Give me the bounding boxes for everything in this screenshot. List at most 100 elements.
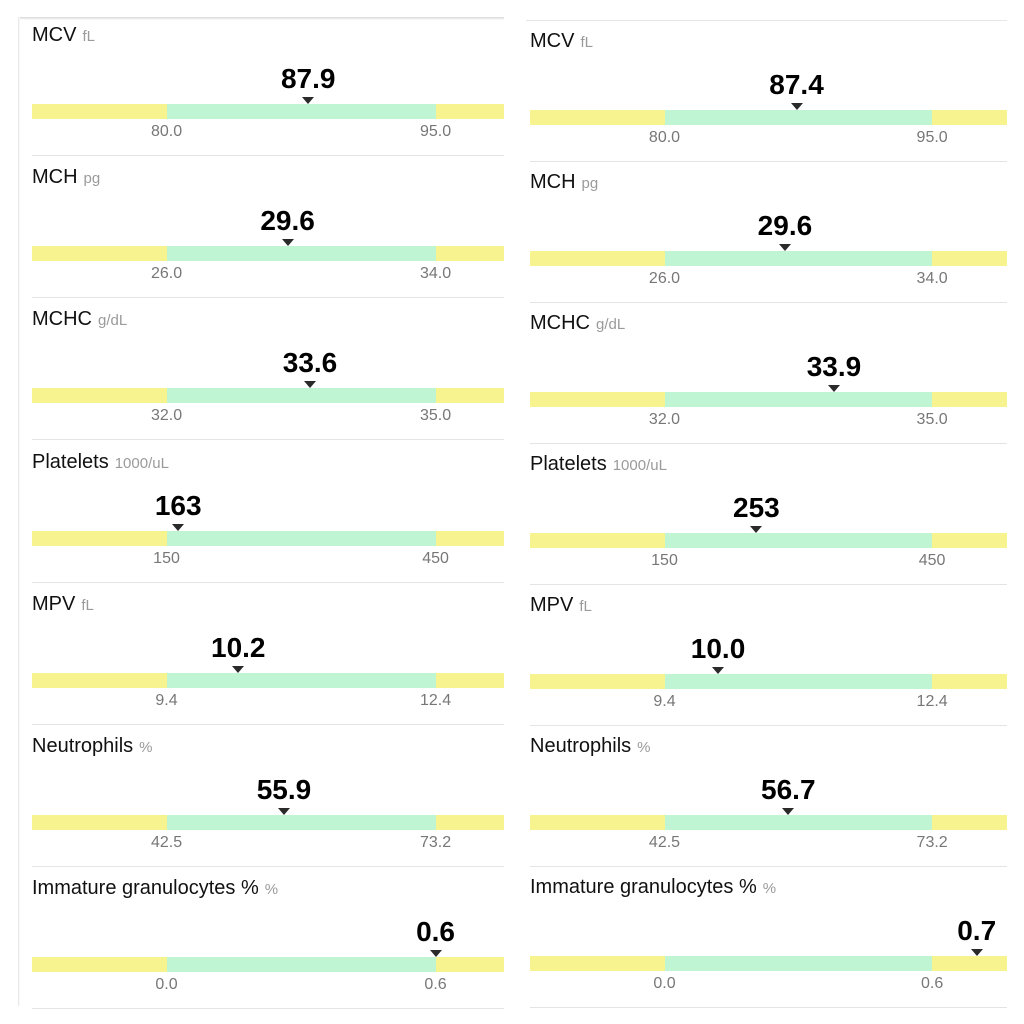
- range-low-label: 80.0: [648, 129, 681, 146]
- reference-range-bar: [530, 251, 1007, 266]
- test-name-text: MCH: [530, 171, 576, 193]
- test-name-text: MPV: [32, 592, 76, 615]
- result-row-mcv[interactable]: MCV fL 87.9 80.0 95.0: [32, 14, 504, 156]
- range-low-label: 26.0: [150, 265, 183, 283]
- range-low-label: 150: [651, 552, 678, 569]
- test-unit: %: [762, 880, 777, 897]
- test-unit: pg: [83, 170, 101, 188]
- result-row-mchc[interactable]: MCHC g/dL 33.6 32.0 35.0: [32, 298, 504, 441]
- value-marker-icon: [970, 949, 983, 956]
- test-name: Neutrophils%: [530, 735, 651, 758]
- normal-range-segment: [664, 533, 933, 548]
- test-name: MCV fL: [32, 24, 95, 47]
- result-value: 0.6: [416, 916, 456, 948]
- test-name-text: MCHC: [32, 308, 92, 331]
- range-high-label: 12.4: [419, 691, 452, 709]
- test-name-text: Immature granulocytes %: [32, 877, 259, 900]
- value-marker-icon: [304, 381, 316, 389]
- reference-range-bar: [32, 104, 504, 119]
- result-row-platelets[interactable]: Platelets 1000/uL 253 150 450: [530, 443, 1007, 585]
- reference-range-bar: [530, 956, 1007, 971]
- test-name-text: MPV: [530, 594, 574, 616]
- row-divider: [32, 155, 504, 156]
- value-marker-icon: [750, 526, 763, 533]
- range-high-label: 450: [918, 552, 946, 569]
- range-low-label: 150: [153, 549, 180, 567]
- value-marker-icon: [277, 808, 290, 815]
- test-name: MCH pg: [530, 171, 598, 194]
- result-row-mpv[interactable]: MPV fL 10.0 9.4 12.4: [530, 584, 1007, 726]
- row-divider: [32, 1008, 504, 1010]
- test-name-text: Immature granulocytes %: [530, 876, 757, 898]
- value-marker-icon: [782, 808, 795, 815]
- result-row-mcv[interactable]: MCV fL 87.4 80.0 95.0: [530, 20, 1007, 162]
- result-row-immature-granulocytes[interactable]: Immature granulocytes %% 0.7 0.0 0.6: [530, 866, 1007, 1008]
- range-low-label: 0.0: [155, 976, 178, 994]
- normal-range-segment: [664, 251, 933, 266]
- range-high-label: 0.6: [920, 975, 944, 992]
- result-value: 29.6: [260, 205, 315, 237]
- normal-range-segment: [166, 388, 436, 404]
- top-divider: [526, 20, 1007, 21]
- results-panel-right: MCV fL 87.4 80.0 95.0 MCH pg 29.6 26.0 34.0 MCHC g/…: [516, 0, 1007, 1016]
- result-row-neutrophils[interactable]: Neutrophils% 56.7 42.5 73.2: [530, 725, 1007, 867]
- test-name-text: Neutrophils: [530, 735, 632, 757]
- test-unit: g/dL: [596, 316, 626, 333]
- test-unit: g/dL: [98, 312, 128, 330]
- row-divider: [530, 725, 1007, 726]
- test-name: Platelets 1000/uL: [530, 453, 667, 476]
- test-name: MCH pg: [32, 166, 100, 189]
- range-low-label: 9.4: [155, 691, 178, 709]
- range-low-label: 26.0: [648, 270, 681, 287]
- value-marker-icon: [429, 950, 442, 958]
- range-high-label: 35.0: [916, 411, 948, 428]
- value-marker-icon: [790, 103, 803, 110]
- test-unit: fL: [579, 598, 592, 615]
- test-name: MCV fL: [530, 30, 593, 53]
- test-unit: pg: [581, 175, 599, 192]
- result-row-neutrophils[interactable]: Neutrophils% 55.9 42.5 73.2: [32, 725, 504, 867]
- test-name: MPV fL: [530, 594, 592, 617]
- test-name-text: MCHC: [530, 312, 590, 334]
- normal-range-segment: [664, 674, 933, 689]
- result-row-mchc[interactable]: MCHC g/dL 33.9 32.0 35.0: [530, 302, 1007, 444]
- reference-range-bar: [530, 533, 1007, 548]
- test-unit: 1000/uL: [612, 457, 667, 474]
- result-row-platelets[interactable]: Platelets 1000/uL 163 150 450: [32, 441, 504, 583]
- result-row-mpv[interactable]: MPV fL 10.2 9.4 12.4: [32, 583, 504, 725]
- test-unit: %: [139, 739, 153, 756]
- result-row-mch[interactable]: MCH pg 29.6 26.0 34.0: [32, 156, 504, 299]
- range-high-label: 95.0: [419, 123, 452, 140]
- result-value: 55.9: [256, 774, 312, 805]
- value-marker-icon: [712, 667, 725, 674]
- result-value: 33.9: [806, 351, 862, 382]
- row-divider: [530, 161, 1007, 162]
- range-high-label: 34.0: [916, 270, 948, 287]
- range-high-label: 0.6: [424, 976, 447, 994]
- result-value: 10.0: [690, 633, 746, 664]
- range-high-label: 35.0: [419, 407, 452, 425]
- range-high-label: 73.2: [419, 834, 452, 851]
- reference-range-bar: [32, 530, 504, 546]
- result-value: 10.2: [211, 631, 266, 663]
- range-high-label: 450: [422, 549, 449, 567]
- row-divider: [530, 584, 1007, 585]
- result-value: 87.9: [280, 63, 336, 94]
- normal-range-segment: [166, 815, 436, 830]
- row-divider: [530, 443, 1007, 444]
- row-divider: [32, 297, 504, 299]
- row-divider: [530, 302, 1007, 303]
- row-divider: [32, 581, 504, 583]
- reference-range-bar: [530, 815, 1007, 830]
- test-name: MCHC g/dL: [530, 312, 625, 335]
- result-row-immature-granulocytes[interactable]: Immature granulocytes %% 0.6 0.0 0.6: [32, 867, 504, 1010]
- range-low-label: 32.0: [150, 407, 183, 425]
- range-high-label: 34.0: [419, 265, 452, 283]
- results-panel-left: MCV fL 87.9 80.0 95.0 MCH pg 29.6 26.0 34.0 MCHC g/…: [18, 0, 504, 1010]
- range-high-label: 95.0: [916, 129, 948, 146]
- result-row-mch[interactable]: MCH pg 29.6 26.0 34.0: [530, 161, 1007, 303]
- normal-range-segment: [166, 957, 436, 973]
- test-name: Neutrophils%: [32, 735, 153, 758]
- value-marker-icon: [232, 665, 245, 673]
- normal-range-segment: [166, 530, 436, 546]
